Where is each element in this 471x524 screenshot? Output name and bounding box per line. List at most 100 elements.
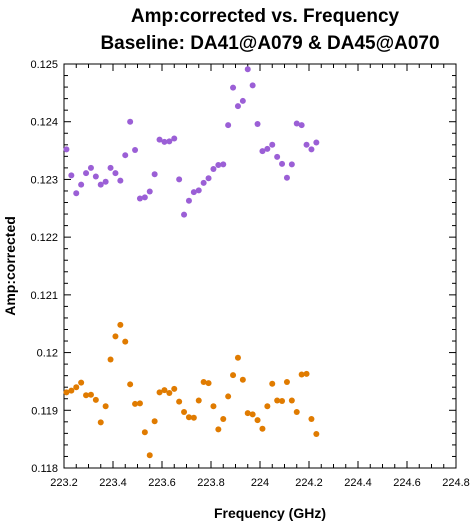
y-tick-label: 0.123 xyxy=(30,174,58,186)
data-point-series-1 xyxy=(136,195,143,202)
data-point-series-1 xyxy=(112,170,119,177)
data-point-series-2 xyxy=(308,415,315,422)
data-point-series-2 xyxy=(161,387,168,394)
y-tick-label: 0.119 xyxy=(31,405,58,417)
data-point-series-1 xyxy=(239,97,246,104)
data-point-series-1 xyxy=(132,146,139,153)
data-point-series-1 xyxy=(205,175,212,182)
data-point-series-2 xyxy=(220,415,227,422)
data-point-series-2 xyxy=(87,391,94,398)
data-point-series-2 xyxy=(176,398,183,405)
data-point-series-2 xyxy=(264,403,271,410)
data-point-series-2 xyxy=(303,370,310,377)
data-point-series-1 xyxy=(259,148,266,155)
data-point-series-1 xyxy=(68,172,75,179)
data-point-series-2 xyxy=(210,403,217,410)
data-point-series-2 xyxy=(166,389,173,396)
x-tick-label: 224.2 xyxy=(295,477,323,489)
x-tick-label: 223.8 xyxy=(197,477,225,489)
y-tick-label: 0.124 xyxy=(30,117,58,129)
data-point-series-1 xyxy=(97,181,104,188)
y-axis-label: Amp:corrected xyxy=(2,216,18,316)
data-point-series-1 xyxy=(283,174,290,181)
data-point-series-2 xyxy=(92,396,99,403)
data-point-series-2 xyxy=(298,371,305,378)
data-point-series-2 xyxy=(293,409,300,416)
data-point-series-1 xyxy=(249,82,256,89)
data-point-series-1 xyxy=(264,145,271,152)
data-point-series-2 xyxy=(259,425,266,432)
data-point-series-1 xyxy=(102,178,109,185)
data-point-series-2 xyxy=(274,397,281,404)
data-point-series-1 xyxy=(146,188,153,195)
x-tick-label: 224 xyxy=(251,477,269,489)
data-point-series-1 xyxy=(73,190,80,197)
data-point-series-2 xyxy=(195,397,202,404)
y-tick-label: 0.125 xyxy=(30,59,58,71)
data-point-series-2 xyxy=(151,418,158,425)
data-point-series-2 xyxy=(68,387,75,394)
data-points xyxy=(63,66,320,459)
data-point-series-1 xyxy=(107,164,114,171)
data-point-series-1 xyxy=(166,138,173,145)
data-point-series-1 xyxy=(303,141,310,148)
y-tick-label: 0.121 xyxy=(30,290,58,302)
y-tick-label: 0.12 xyxy=(37,348,58,360)
x-tick-label: 223.2 xyxy=(50,477,78,489)
data-point-series-1 xyxy=(176,176,183,183)
data-point-series-1 xyxy=(171,135,178,142)
data-point-series-1 xyxy=(215,162,222,168)
data-point-series-2 xyxy=(249,411,256,418)
data-point-series-1 xyxy=(78,181,85,188)
x-tick-label: 224.4 xyxy=(344,477,372,489)
x-tick-label: 224.8 xyxy=(442,477,470,489)
y-tick-label: 0.122 xyxy=(30,232,58,244)
data-point-series-1 xyxy=(308,146,315,153)
data-point-series-1 xyxy=(279,160,286,167)
data-point-series-1 xyxy=(225,122,232,129)
x-axis-ticks: 223.2 223.4 223.6 223.8 224 224.2 224.4 224.6 22… xyxy=(50,64,470,489)
data-point-series-2 xyxy=(254,417,261,424)
data-point-series-2 xyxy=(205,380,212,387)
data-point-series-1 xyxy=(293,120,300,127)
data-point-series-1 xyxy=(83,170,90,177)
data-point-series-2 xyxy=(97,419,104,426)
data-point-series-2 xyxy=(215,426,222,433)
data-point-series-1 xyxy=(298,122,305,129)
data-point-series-1 xyxy=(220,161,227,168)
data-point-series-2 xyxy=(200,379,207,386)
data-point-series-1 xyxy=(244,66,251,73)
x-tick-label: 223.6 xyxy=(148,477,176,489)
data-point-series-1 xyxy=(127,118,134,125)
data-point-series-1 xyxy=(161,138,168,145)
data-point-series-1 xyxy=(200,179,207,186)
data-point-series-1 xyxy=(234,103,241,110)
data-point-series-2 xyxy=(122,338,129,345)
data-point-series-2 xyxy=(225,393,232,400)
data-point-series-2 xyxy=(244,410,251,417)
data-point-series-1 xyxy=(117,177,124,184)
data-point-series-1 xyxy=(254,121,261,128)
x-tick-label: 224.6 xyxy=(393,477,421,489)
data-point-series-2 xyxy=(146,452,153,459)
data-point-series-1 xyxy=(181,211,188,218)
chart-title: Amp:corrected vs. Frequency xyxy=(131,6,400,27)
data-point-series-1 xyxy=(122,152,129,159)
data-point-series-2 xyxy=(136,400,143,407)
data-point-series-2 xyxy=(230,372,237,379)
data-point-series-2 xyxy=(141,429,148,436)
data-point-series-2 xyxy=(288,397,295,404)
data-point-series-1 xyxy=(151,171,158,178)
data-point-series-1 xyxy=(92,173,99,180)
data-point-series-2 xyxy=(171,385,178,392)
y-axis-ticks: 0.118 0.119 0.12 0.121 0.122 0.123 0.124 0.125 xyxy=(30,59,456,475)
data-point-series-1 xyxy=(230,84,237,91)
data-point-series-2 xyxy=(239,376,246,383)
data-point-series-1 xyxy=(63,146,70,153)
data-point-series-2 xyxy=(269,380,276,387)
data-point-series-1 xyxy=(156,136,163,143)
data-point-series-2 xyxy=(283,379,290,386)
data-point-series-2 xyxy=(73,384,80,391)
data-point-series-2 xyxy=(83,392,90,399)
